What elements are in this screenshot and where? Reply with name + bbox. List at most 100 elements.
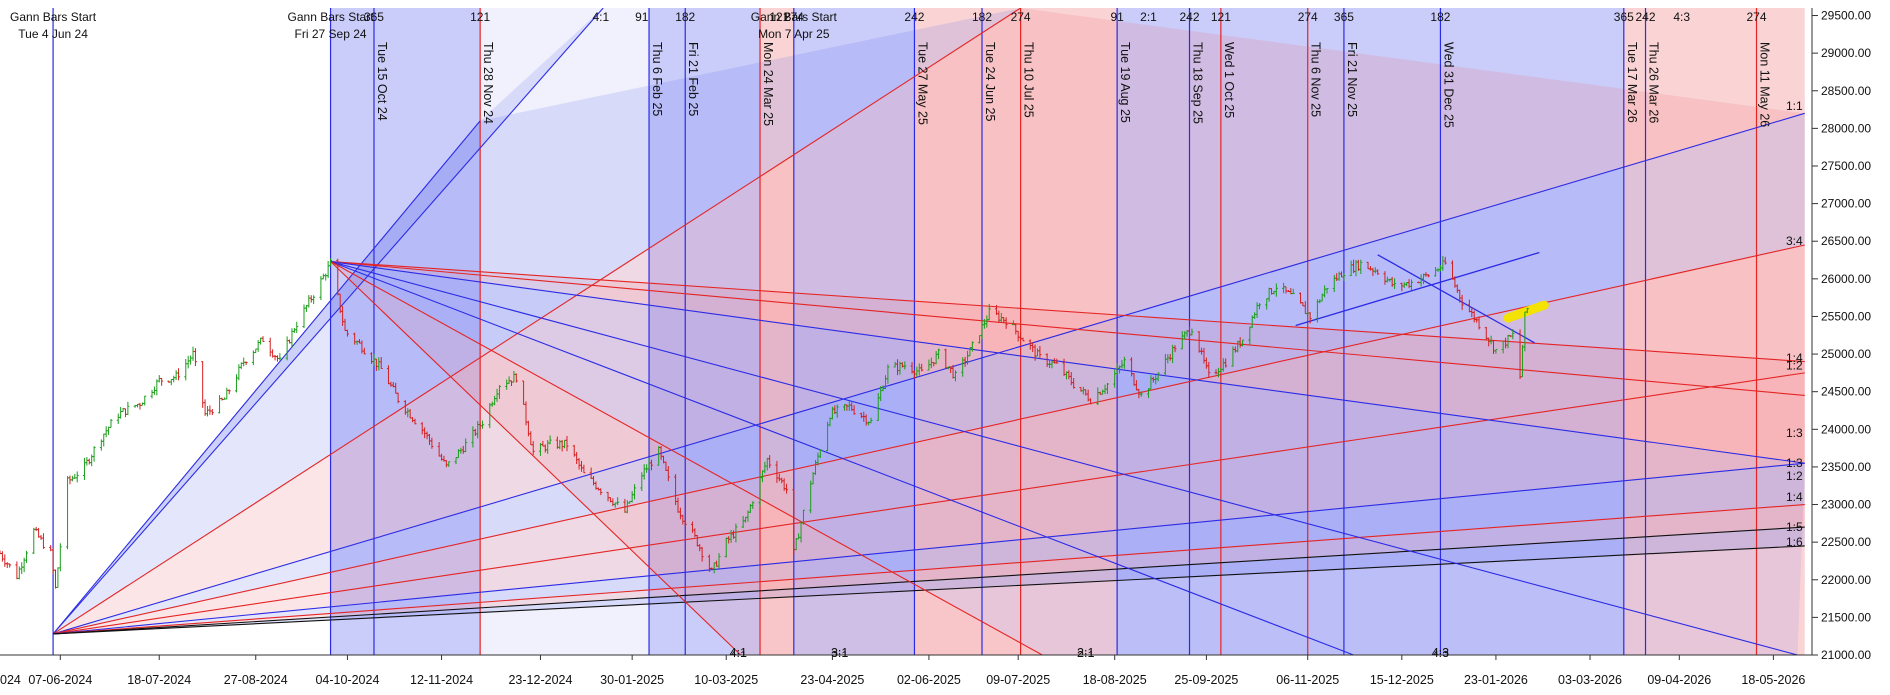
x-axis-strip: [0, 655, 1812, 690]
time-cycle-label: Fri 21 Feb 25: [686, 42, 700, 116]
time-cycle-label: Tue 19 Aug 25: [1118, 42, 1132, 123]
time-band: [982, 8, 1021, 655]
x-tick-label: 23-01-2026: [1464, 673, 1528, 687]
x-tick-label: 04-10-2024: [315, 673, 379, 687]
x-tick-label: 18-07-2024: [127, 673, 191, 687]
fan-ratio-label: 1:4: [1786, 351, 1803, 365]
cycle-count-label: 365: [364, 10, 384, 24]
y-tick-label: 26000.00: [1821, 272, 1871, 286]
y-tick-label: 27000.00: [1821, 197, 1871, 211]
y-tick-label: 27500.00: [1821, 159, 1871, 173]
time-cycle-label: Wed 1 Oct 25: [1222, 42, 1236, 118]
cycle-count-label: 2:1: [1140, 10, 1157, 24]
time-band: [373, 8, 481, 655]
x-tick-label: 30-01-2025: [600, 673, 664, 687]
fan-ratio-label: 1:6: [1786, 535, 1803, 549]
y-tick-label: 24500.00: [1821, 385, 1871, 399]
time-cycle-label: Thu 18 Sep 25: [1191, 42, 1205, 124]
x-tick-label: 23-04-2025: [800, 673, 864, 687]
time-cycle-label: Mon 11 May 26: [1758, 42, 1772, 127]
cycle-count-label: 365: [1334, 10, 1354, 24]
y-tick-label: 21000.00: [1821, 648, 1871, 662]
y-tick-label: 21500.00: [1821, 610, 1871, 624]
gann-fan-line-up: [53, 526, 1805, 635]
fan-ratio-label: 4:3: [1432, 646, 1449, 660]
y-tick-label: 29500.00: [1821, 9, 1871, 23]
time-cycle-label: Tue 15 Oct 24: [375, 42, 389, 121]
x-tick-label: 18-05-2026: [1741, 673, 1805, 687]
gann-start-label: Gann Bars Start: [288, 10, 375, 24]
y-tick-label: 25500.00: [1821, 309, 1871, 323]
cycle-count-label: 274: [784, 10, 804, 24]
y-tick-label: 22000.00: [1821, 573, 1871, 587]
x-tick-label: 09-04-2026: [1647, 673, 1711, 687]
cycle-count-label: 4:1: [592, 10, 609, 24]
time-band: [1623, 8, 1646, 655]
cycle-count-label: 91: [1110, 10, 1124, 24]
gann-fan-line-up: [53, 372, 1805, 635]
gann-fan-line-up: [52, 112, 1805, 635]
fan-ratio-label: 3:1: [831, 646, 848, 660]
time-cycle-label: Tue 27 May 25: [915, 42, 929, 125]
x-tick-label: 25-09-2025: [1174, 673, 1238, 687]
fan-ratio-label: 4:1: [730, 646, 747, 660]
gann-fan-line-down: [330, 260, 1805, 396]
gann-fan-line-down: [330, 260, 1805, 363]
gann-start-label: Gann Bars Start: [10, 10, 97, 24]
fan-ratio-label: 1:4: [1786, 490, 1803, 504]
cycle-count-label: 182: [972, 10, 992, 24]
time-cycle-label: Tue 24 Jun 25: [983, 42, 997, 122]
gann-fan-line-down: [330, 261, 1043, 655]
x-tick-label: 15-12-2025: [1370, 673, 1434, 687]
gann-fan-line-up: [52, 8, 1021, 635]
x-tick-label: 02-06-2025: [897, 673, 961, 687]
x-tick-label: 10-03-2025: [694, 673, 758, 687]
time-band: [330, 8, 374, 655]
gann-start-date-label: Fri 27 Sep 24: [295, 27, 367, 41]
cycle-count-label: 121: [1211, 10, 1231, 24]
cycle-count-label: 242: [1179, 10, 1199, 24]
fan-ratio-label: 1:1: [1786, 99, 1803, 113]
x-tick-label: 18-08-2025: [1083, 673, 1147, 687]
time-cycle-label: Thu 26 Mar 26: [1647, 42, 1661, 123]
time-cycle-label: Mon 24 Mar 25: [761, 42, 775, 126]
time-band: [649, 8, 686, 655]
fan-ratio-label: 1:2: [1786, 358, 1803, 372]
gann-fan-line-down: [330, 260, 1805, 464]
time-cycle-label: Tue 17 Mar 26: [1625, 42, 1639, 123]
fan-ratio-label: 3:4: [1786, 234, 1803, 248]
gann-fan-line-down: [330, 261, 742, 655]
y-tick-label: 25000.00: [1821, 347, 1871, 361]
y-tick-label: 28500.00: [1821, 84, 1871, 98]
cycle-count-label: 121: [470, 10, 490, 24]
fan-wedge: [53, 8, 1805, 634]
x-tick-label: 07-06-2024: [28, 673, 92, 687]
x-tick-label: 06-11-2025: [1276, 673, 1339, 687]
y-tick-label: 23000.00: [1821, 498, 1871, 512]
fan-ratio-label: 1:3: [1786, 456, 1803, 470]
time-cycle-label: Thu 10 Jul 25: [1022, 42, 1036, 118]
fan-ratio-label: 1:3: [1786, 426, 1803, 440]
gann-fan-line-up: [52, 8, 604, 635]
gann-fan-line-up: [53, 503, 1805, 635]
time-cycle-label: Thu 6 Feb 25: [650, 42, 664, 116]
fan-ratio-label: 2:1: [1077, 646, 1094, 660]
y-tick-label: 28000.00: [1821, 121, 1871, 135]
cycle-count-label: 182: [1430, 10, 1450, 24]
plot-area: [0, 8, 1805, 655]
time-cycle-label: Fri 21 Nov 25: [1345, 42, 1359, 117]
fan-ratio-label: 1:5: [1786, 520, 1803, 534]
y-tick-label: 24000.00: [1821, 422, 1871, 436]
time-cycle-label: Thu 6 Nov 25: [1309, 42, 1323, 117]
time-band: [1189, 8, 1221, 655]
x-tick-label: 12-11-2024: [410, 673, 473, 687]
y-tick-label: 26500.00: [1821, 234, 1871, 248]
cycle-count-label: 121: [769, 10, 789, 24]
time-cycle-label: Thu 28 Nov 24: [481, 42, 495, 124]
cycle-count-label: 274: [1746, 10, 1766, 24]
gann-fan-line-down: [330, 261, 1798, 655]
time-band: [1645, 8, 1757, 655]
gann-fan-line-up: [53, 545, 1805, 635]
gann-fan-line-up: [52, 120, 481, 635]
